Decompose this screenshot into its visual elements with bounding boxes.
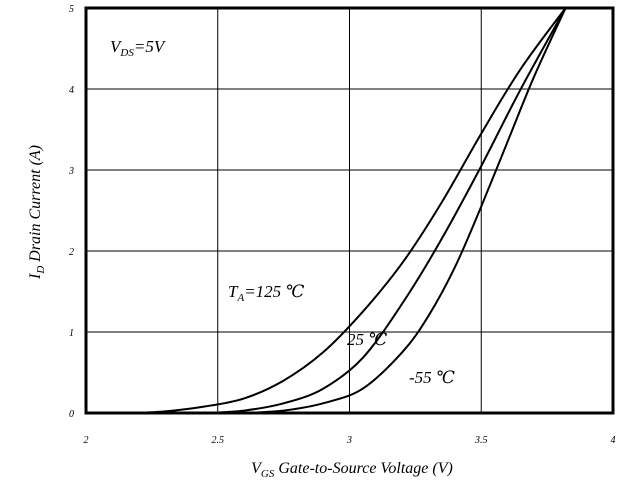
condition-label: VDS=5V (110, 37, 167, 59)
y-tick-label: 5 (69, 4, 74, 15)
y-tick-label: 3 (68, 166, 74, 177)
tick-labels: 2 2.5 3 3.5 4 0 1 2 3 4 5 (68, 4, 616, 446)
x-axis-title: VGS Gate-to-Source Voltage (V) (251, 460, 453, 480)
curve-minus55c (243, 7, 567, 414)
y-tick-label: 0 (69, 409, 74, 420)
curve-125c (132, 7, 567, 414)
x-tick-label: 3 (346, 435, 352, 446)
plot-frame (84, 6, 615, 415)
x-tick-label: 2.5 (212, 435, 225, 446)
y-tick-label: 2 (69, 247, 74, 258)
y-axis-title: ID Drain Current (A) (27, 145, 47, 280)
series-label-125c: TA=125 ℃ (228, 282, 304, 304)
x-tick-label: 2 (84, 435, 89, 446)
x-tick-label: 3.5 (474, 435, 488, 446)
grid (85, 7, 614, 414)
series-label-25c: 25 ℃ (347, 330, 387, 349)
curves (132, 7, 567, 414)
y-tick-label: 4 (69, 85, 74, 96)
y-tick-label: 1 (69, 328, 74, 339)
curve-25c (203, 7, 567, 414)
series-label-minus55c: -55 ℃ (409, 368, 455, 387)
x-tick-label: 4 (611, 435, 616, 446)
